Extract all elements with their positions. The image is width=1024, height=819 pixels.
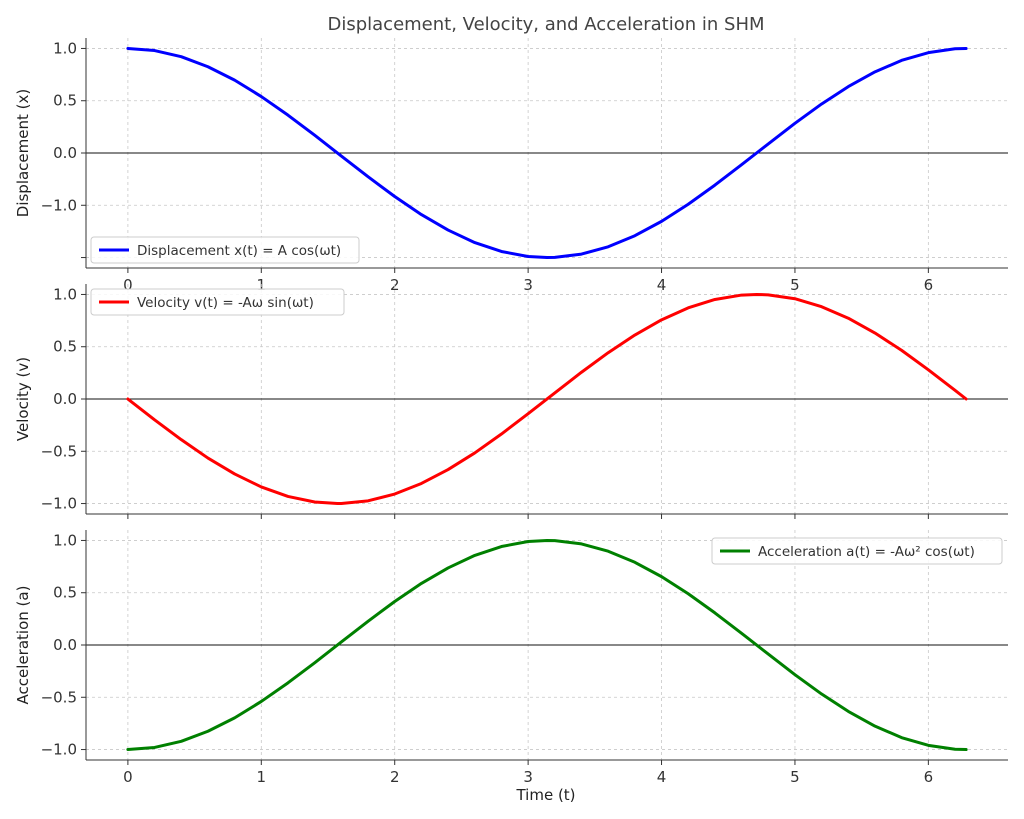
y-tick-label: 0.5 [53,338,77,356]
y-tick-label: 1.0 [53,531,77,549]
panel-3: 1.0 0.5 0.0 −0.5 −1.0 0 1 2 3 4 5 6 Acceleration (a)… [14,530,1008,786]
x-axis-title: Time (t) [515,786,575,804]
legend-box [90,236,360,264]
y-tick-label: −1.0 [41,741,77,759]
series-line-2 [126,292,968,506]
x-tick-label: 2 [390,768,400,786]
y-tick-label: 0.0 [53,144,77,162]
legend: Acceleration a(t) = -Aω² cos(ωt) [711,537,1003,565]
y-axis-title: Displacement (x) [14,89,32,217]
legend-label: Displacement x(t) = A cos(ωt) [137,243,341,259]
y-tick-label: −1.0 [41,495,77,513]
legend-box [711,537,1003,565]
y-tick-label: 0.5 [53,92,77,110]
y-tick-label: −0.5 [41,442,77,460]
legend-label: Acceleration a(t) = -Aω² cos(ωt) [758,544,975,560]
x-tick-label: 6 [924,768,934,786]
y-tick-label: −0.5 [41,688,77,706]
y-tick-label: −1.0 [41,196,77,214]
y-tick-label: 0.5 [53,584,77,602]
y-tick-label: 1.0 [53,285,77,303]
y-tick-label: 1.0 [53,39,77,57]
x-tick-label: 0 [123,768,133,786]
legend-label: Velocity v(t) = -Aω sin(ωt) [137,295,314,311]
figure-title: Displacement, Velocity, and Acceleration… [327,14,764,35]
y-tick-label: 0.0 [53,636,77,654]
y-axis-title: Acceleration (a) [14,586,32,705]
x-tick-label: 1 [257,768,267,786]
y-axis-title: Velocity (v) [14,357,32,441]
x-tick-label: 5 [790,768,800,786]
y-tick-label: 0.0 [53,390,77,408]
panel-2: 1.0 0.5 0.0 −0.5 −1.0 Velocity (v) Velocity v(… [14,284,1008,519]
x-tick-label: 4 [657,768,667,786]
legend-box [90,288,345,316]
x-tick-label: 3 [523,768,533,786]
series-line-3 [126,538,968,752]
series-line-1 [126,46,968,260]
legend: Displacement x(t) = A cos(ωt) [90,236,360,264]
legend: Velocity v(t) = -Aω sin(ωt) [90,288,345,316]
